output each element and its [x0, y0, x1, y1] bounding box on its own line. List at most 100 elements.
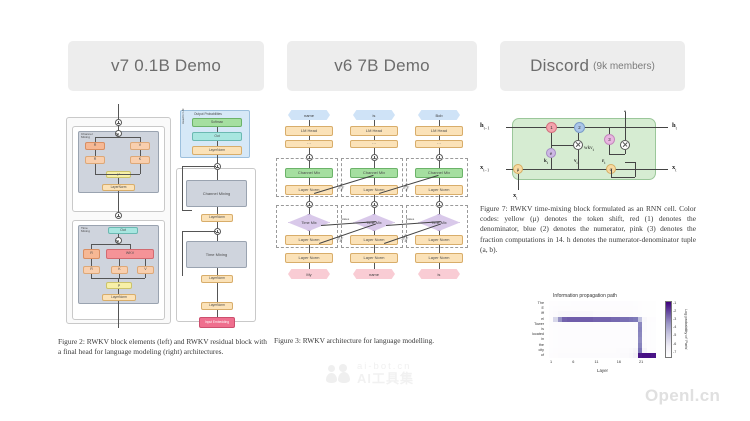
heatmap-cell: [562, 321, 567, 327]
heatmap-cell: [549, 301, 554, 307]
fig3-c3-l9: [438, 245, 440, 253]
fig2-cm-l9: [95, 174, 140, 175]
heatmap-cell: [624, 316, 629, 322]
fig3-c3-l8: [438, 231, 440, 235]
heatmap-cell: [642, 306, 647, 312]
heatmap-cell: [575, 321, 581, 327]
heatmap-cell: [602, 342, 607, 348]
fig7-x-out-sym: x: [672, 164, 676, 171]
heatmap-cell: [580, 301, 585, 307]
heatmap-cell: [557, 321, 563, 327]
fig7-c14: [625, 162, 635, 163]
heatmap-cell: [557, 352, 563, 359]
fig7-c4: [578, 133, 579, 140]
fig3-dashed-cm-2: [341, 158, 403, 197]
heatmap-cell: [628, 347, 634, 353]
v6-demo-button[interactable]: v6 7B Demo: [287, 41, 477, 91]
heatmap-cell: [606, 326, 612, 333]
fig2-tm-l11: [145, 274, 146, 278]
heatmap-cell: [580, 326, 585, 333]
fig7-x-prev-sym: x: [480, 164, 484, 171]
heatmap-cell: [593, 316, 598, 322]
fig7-x-out-label: xt: [672, 164, 677, 172]
fig2-r-l5: [216, 207, 218, 214]
fig2-output-probabilities-label: Output Probabilities: [194, 112, 222, 116]
fig7-k-sub: t: [546, 160, 549, 165]
heatmap-cell: [557, 326, 563, 333]
fig3-input-token-1: My: [288, 269, 330, 279]
figure-2-caption: Figure 2: RWKV block elements (left) and…: [58, 337, 267, 357]
fig2-tm-mu: μ: [106, 282, 132, 289]
heatmap-cell: [584, 306, 589, 312]
heatmap-cell: [553, 316, 558, 322]
heatmap-cell: [611, 352, 616, 359]
heatmap-cell: [642, 321, 647, 327]
fig2-r-skip2b: [182, 231, 183, 276]
heatmap-cell: [566, 337, 572, 343]
heatmap-cell: [584, 342, 589, 348]
heatmap-cell: [615, 342, 620, 348]
heatmap-x-tick: 16: [616, 360, 621, 364]
heatmap-cell: [566, 347, 572, 353]
fig3-layer-norm-3b: Layer Norm: [415, 235, 463, 245]
heatmap-cell: [557, 311, 563, 317]
heatmap-cell: [642, 332, 647, 338]
fig7-c12: [611, 177, 635, 178]
fig3-output-token-1: name: [288, 110, 330, 120]
fig3-channel-mix-2: Channel Mix: [350, 168, 398, 178]
fig3-layer-norm-2a: Layer Norm: [350, 185, 398, 195]
fig3-c2-l1: [373, 120, 375, 126]
fig3-add-top-2: [370, 154, 378, 161]
fig7-c5: [578, 150, 579, 169]
heatmap-cell: [597, 306, 603, 312]
heatmap-cell: [637, 301, 643, 307]
fig2-channel-mixing-label: Channel Mixing: [81, 132, 93, 140]
heatmap-cell: [602, 332, 607, 338]
fig3-add-bot-3: [435, 201, 443, 208]
heatmap-cell: [615, 301, 620, 307]
fig3-c1-l3: [308, 148, 310, 154]
heatmap-cell: [611, 337, 616, 343]
heatmap-cell: [602, 347, 607, 353]
heatmap-y-tick: The: [537, 301, 544, 305]
heatmap-x-tick: 6: [572, 360, 575, 364]
discord-button[interactable]: Discord (9k members): [500, 41, 685, 91]
fig3-output-token-3: Bob: [418, 110, 460, 120]
heatmap-cell: [571, 352, 576, 359]
heatmap-cell: [553, 332, 558, 338]
fig2-r-skip2: [182, 231, 216, 232]
heatmap-cell: [553, 311, 558, 317]
heatmap-cell: [624, 342, 629, 348]
heatmap-cell: [588, 306, 594, 312]
heatmap-cell: [549, 326, 554, 333]
heatmap-cell: [566, 301, 572, 307]
heatmap-cell: [615, 326, 620, 333]
heatmap-cell: [580, 337, 585, 343]
fig3-add-top-3: [435, 154, 443, 161]
fig3-channel-mix-3: Channel Mix: [415, 168, 463, 178]
fig2-tm-r: R: [83, 249, 100, 259]
heatmap-cell: [553, 342, 558, 348]
heatmap-cell: [588, 342, 594, 348]
heatmap-cell: [602, 321, 607, 327]
heatmap-cell: [588, 311, 594, 317]
heatmap-cell: [646, 306, 652, 312]
fig2-tm-l2: [91, 244, 130, 245]
fig7-h-prev-sub: t−1: [483, 125, 490, 131]
heatmap-colorbar-title: Log probability of 'Paris': [684, 308, 689, 351]
fig7-k-label: kt: [544, 159, 548, 165]
fig3-c2-l2: [373, 136, 375, 140]
heatmap-cell: [637, 342, 643, 348]
heatmap-cell: [606, 332, 612, 338]
v7-demo-button[interactable]: v7 0.1B Demo: [68, 41, 264, 91]
heatmap-cell: [615, 311, 620, 317]
heatmap-cell: [620, 301, 625, 307]
fig7-x-prev-sub: t−1: [483, 167, 490, 173]
fig3-ellipsis-3: ···: [415, 140, 463, 148]
fig2-r-skip1b: [182, 166, 183, 210]
heatmap-cell: [597, 347, 603, 353]
heatmap-x-axis-labels: 1 6 11 16 21: [549, 360, 656, 368]
heatmap-cell: [597, 352, 603, 359]
v6-demo-label: v6 7B Demo: [334, 56, 430, 75]
colorbar-tick: -1: [673, 301, 677, 305]
